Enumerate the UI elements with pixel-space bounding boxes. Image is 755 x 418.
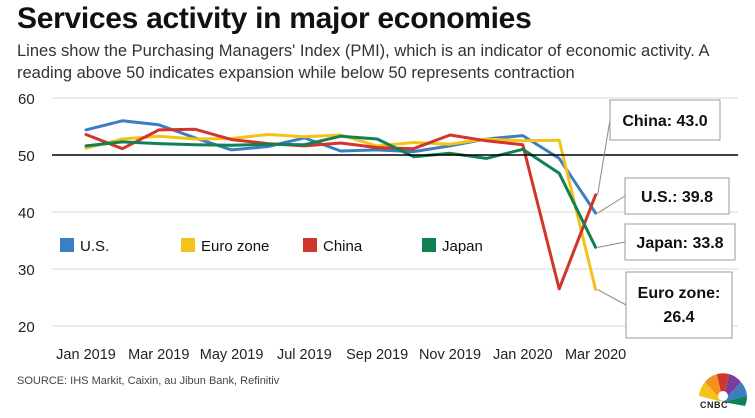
cnbc-peacock-logo-icon: [699, 373, 748, 406]
callout-connector-china: [597, 119, 611, 195]
callout-box-china: [609, 99, 721, 141]
callout-label-euro-zone: Euro zone:: [638, 285, 721, 302]
legend-label-china: China: [323, 238, 363, 255]
x-tick-label-nov-2019: Nov 2019: [419, 347, 481, 363]
x-tick-label-jan-2019: Jan 2019: [56, 347, 116, 363]
callout-box-u-s: [624, 177, 730, 215]
y-tick-label-30: 30: [18, 262, 35, 279]
legend-swatch-china: [303, 238, 317, 252]
legend-swatch-japan: [422, 238, 436, 252]
y-tick-label-40: 40: [18, 205, 35, 222]
x-tick-label-may-2019: May 2019: [200, 347, 264, 363]
callout-connector-euro-zone: [597, 289, 627, 306]
legend-label-euro-zone: Euro zone: [201, 238, 269, 255]
x-tick-label-mar-2019: Mar 2019: [128, 347, 189, 363]
callout-box-euro-zone: [625, 271, 733, 339]
chart-title: Services activity in major economies: [17, 2, 532, 35]
y-tick-label-60: 60: [18, 91, 35, 108]
x-tick-label-jan-2020: Jan 2020: [493, 347, 553, 363]
chart-subtitle: Lines show the Purchasing Managers' Inde…: [17, 42, 709, 82]
legend-label-u-s: U.S.: [80, 238, 109, 255]
x-tick-label-jul-2019: Jul 2019: [277, 347, 332, 363]
series-line-china: [84, 127, 598, 291]
series-line-japan: [84, 134, 598, 249]
callout-connector-u-s: [597, 195, 626, 214]
x-tick-label-mar-2020: Mar 2020: [565, 347, 626, 363]
legend-swatch-u-s: [60, 238, 74, 252]
source-note: SOURCE: IHS Markit, Caixin, au Jibun Ban…: [17, 375, 280, 387]
callout-value-euro-zone: 26.4: [663, 309, 694, 326]
callout-label-u-s: U.S.: 39.8: [641, 189, 713, 206]
legend-label-japan: Japan: [442, 238, 483, 255]
callout-connector-japan: [597, 241, 626, 248]
callout-label-china: China: 43.0: [622, 113, 707, 130]
callout-box-japan: [624, 223, 736, 261]
x-tick-label-sep-2019: Sep 2019: [346, 347, 408, 363]
y-tick-label-50: 50: [18, 148, 35, 165]
cnbc-logo-text: CNBC: [700, 400, 728, 410]
y-tick-label-20: 20: [18, 319, 35, 336]
legend-swatch-euro-zone: [181, 238, 195, 252]
callout-label-japan: Japan: 33.8: [636, 235, 723, 252]
